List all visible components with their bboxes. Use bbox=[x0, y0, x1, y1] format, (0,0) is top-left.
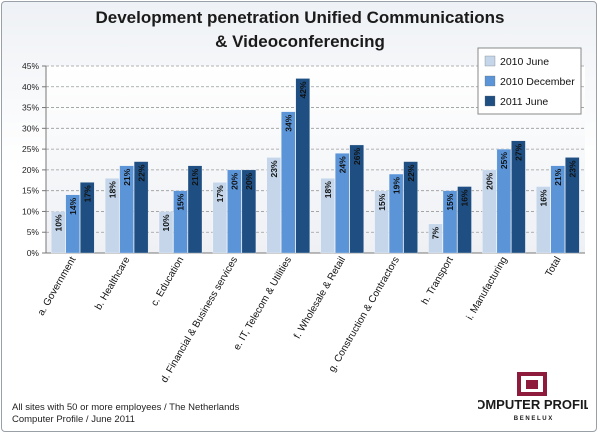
bar-2 bbox=[335, 153, 350, 254]
data-label: 26% bbox=[352, 148, 362, 165]
x-category-label: i. Manufacturing bbox=[465, 255, 510, 322]
data-label: 16% bbox=[460, 189, 470, 206]
logo-name: COMPUTER PROFILE bbox=[478, 397, 588, 412]
data-label: 20% bbox=[230, 172, 240, 189]
y-tick-label: 40% bbox=[22, 82, 39, 92]
x-category-label: b. Healthcare bbox=[93, 255, 132, 312]
bar-2 bbox=[173, 190, 188, 254]
bar-2 bbox=[281, 111, 296, 254]
data-label: 18% bbox=[107, 181, 117, 198]
data-label: 16% bbox=[539, 189, 549, 206]
legend-label: 2011 June bbox=[500, 96, 548, 108]
bar-3 bbox=[241, 169, 257, 254]
data-label: 24% bbox=[337, 156, 347, 173]
data-label: 18% bbox=[323, 181, 333, 198]
bar-1 bbox=[482, 169, 497, 254]
y-tick-label: 0% bbox=[27, 248, 40, 258]
x-category-label: e. IT, Telecom & Utilities bbox=[232, 255, 295, 352]
x-category-label: h. Transport bbox=[420, 255, 456, 307]
bar-3 bbox=[133, 161, 149, 254]
bar-3 bbox=[565, 157, 580, 254]
bar-1 bbox=[536, 186, 551, 254]
x-category-label: f. Wholesale & Retail bbox=[292, 255, 348, 341]
bar-3 bbox=[80, 182, 95, 254]
data-label: 21% bbox=[190, 168, 200, 185]
bar-2 bbox=[442, 190, 458, 254]
data-label: 21% bbox=[122, 168, 132, 185]
bar-2 bbox=[550, 165, 565, 254]
data-label: 15% bbox=[445, 193, 455, 210]
chart-title-line2: & Videoconferencing bbox=[215, 32, 385, 51]
y-tick-label: 5% bbox=[27, 227, 40, 237]
y-tick-label: 30% bbox=[22, 123, 39, 133]
bar-1 bbox=[51, 211, 66, 254]
legend-box bbox=[477, 47, 582, 115]
y-tick-label: 35% bbox=[22, 103, 39, 113]
y-tick-label: 45% bbox=[22, 61, 39, 71]
x-category-label: c. Education bbox=[149, 255, 186, 308]
bar-3 bbox=[511, 140, 526, 254]
data-label: 25% bbox=[499, 152, 509, 169]
bar-1 bbox=[374, 190, 389, 254]
chart-title: Development penetration Unified Communic… bbox=[0, 6, 600, 54]
x-category-label: a. Government bbox=[36, 255, 79, 318]
data-label: 22% bbox=[406, 164, 416, 181]
x-category-label: Total bbox=[544, 255, 564, 279]
data-label: 15% bbox=[377, 193, 387, 210]
data-label: 23% bbox=[568, 160, 578, 177]
data-label: 10% bbox=[53, 214, 63, 231]
bar-2 bbox=[119, 165, 134, 254]
data-label: 21% bbox=[553, 168, 563, 185]
legend-swatch bbox=[484, 95, 496, 107]
bar-3 bbox=[295, 78, 310, 254]
legend-swatch bbox=[484, 75, 496, 87]
logo-subtitle: B E N E L U X bbox=[514, 416, 553, 422]
data-label: 10% bbox=[161, 214, 171, 231]
y-tick-label: 25% bbox=[22, 144, 39, 154]
bar-3 bbox=[349, 144, 364, 254]
bar-1 bbox=[320, 178, 335, 254]
legend-label: 2010 December bbox=[500, 76, 575, 88]
data-label: 19% bbox=[391, 177, 401, 194]
legend-label: 2010 June bbox=[500, 56, 549, 68]
bar-1 bbox=[428, 223, 443, 254]
bar-1 bbox=[158, 211, 174, 254]
footnote: All sites with 50 or more employees / Th… bbox=[12, 402, 239, 426]
bar-2 bbox=[65, 194, 80, 254]
y-tick-label: 15% bbox=[22, 186, 39, 196]
data-label: 17% bbox=[82, 185, 92, 202]
chart-title-line1: Development penetration Unified Communic… bbox=[95, 8, 505, 27]
data-label: 14% bbox=[68, 197, 78, 214]
legend-swatch bbox=[484, 55, 496, 67]
data-label: 22% bbox=[136, 164, 146, 181]
y-tick-label: 20% bbox=[22, 165, 39, 175]
data-label: 7% bbox=[431, 226, 441, 239]
footnote-line1: All sites with 50 or more employees / Th… bbox=[12, 402, 240, 413]
bar-3 bbox=[457, 186, 472, 254]
bar-1 bbox=[212, 182, 228, 254]
data-label: 15% bbox=[176, 193, 186, 210]
bar-1 bbox=[266, 157, 281, 254]
bar-3 bbox=[187, 165, 203, 254]
data-label: 23% bbox=[269, 160, 279, 177]
data-label: 20% bbox=[485, 172, 495, 189]
bar-2 bbox=[227, 169, 242, 254]
bar-1 bbox=[104, 178, 120, 254]
bar-3 bbox=[403, 161, 418, 254]
footnote-line2: Computer Profile / June 2011 bbox=[12, 414, 135, 425]
data-label: 34% bbox=[284, 114, 294, 131]
y-tick-label: 10% bbox=[22, 206, 39, 216]
data-label: 17% bbox=[215, 185, 225, 202]
data-label: 27% bbox=[514, 143, 524, 160]
data-label: 20% bbox=[244, 172, 254, 189]
logo-mark-outer bbox=[517, 372, 547, 396]
logo-mark-inner bbox=[526, 380, 538, 389]
data-label: 42% bbox=[298, 81, 308, 98]
bar-2 bbox=[388, 173, 404, 254]
bar-2 bbox=[496, 148, 512, 254]
company-logo: COMPUTER PROFILE B E N E L U X bbox=[478, 372, 588, 422]
